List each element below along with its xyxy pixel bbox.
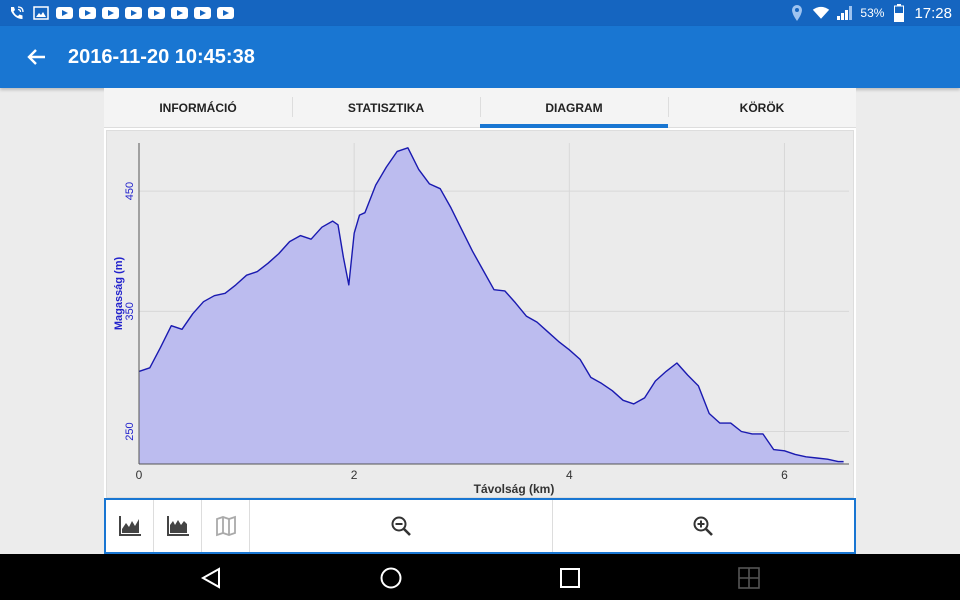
- wifi-icon: [812, 6, 830, 20]
- map-icon: [215, 515, 236, 537]
- tab-label: INFORMÁCIÓ: [159, 100, 237, 115]
- elevation-line: [138, 147, 844, 463]
- x-tick-label: 2: [351, 468, 358, 482]
- youtube-icon: [125, 7, 142, 19]
- x-tick-label: 6: [781, 468, 788, 482]
- chart-toolbar: [104, 498, 856, 554]
- chart-speed-button[interactable]: [106, 500, 154, 552]
- zoom-in-icon: [693, 516, 714, 536]
- notification-icons: [8, 6, 234, 20]
- map-button[interactable]: [202, 500, 250, 552]
- battery-icon: [890, 4, 908, 22]
- elevation-chart-svg: 0 2 4 6 250 350 450 Távolság (km) Magasság (m): [113, 143, 849, 496]
- tab-label: STATISZTIKA: [347, 100, 425, 115]
- recents-nav-button[interactable]: [558, 566, 582, 590]
- tab-label: DIAGRAM: [545, 100, 603, 115]
- y-tick-label: 350: [124, 302, 136, 320]
- chart-elevation-icon: [166, 516, 189, 536]
- y-tick-label: 250: [124, 422, 136, 440]
- status-bar: 53% 17:28: [0, 0, 960, 26]
- y-axis-label: Magasság (m): [113, 256, 125, 330]
- zoom-out-icon: [391, 516, 411, 536]
- phone-wifi-icon: [8, 6, 26, 20]
- zoom-in-button[interactable]: [553, 500, 855, 552]
- elevation-area: [139, 147, 844, 465]
- signal-icon: [836, 6, 854, 20]
- screen-toggle-button[interactable]: [737, 566, 761, 590]
- zoom-out-button[interactable]: [250, 500, 553, 552]
- youtube-icon: [148, 7, 165, 19]
- home-nav-button[interactable]: [379, 566, 403, 590]
- x-axis-label: Távolság (km): [474, 482, 555, 496]
- youtube-icon: [79, 7, 96, 19]
- tab-korok[interactable]: KÖRÖK: [668, 88, 856, 127]
- content-panel: INFORMÁCIÓ STATISZTIKA DIAGRAM KÖRÖK 0 2 4…: [104, 88, 856, 554]
- tab-informacio[interactable]: INFORMÁCIÓ: [104, 88, 292, 127]
- location-icon: [788, 5, 806, 21]
- tab-label: KÖRÖK: [739, 100, 785, 115]
- youtube-icon: [56, 7, 73, 19]
- x-tick-label: 4: [566, 468, 573, 482]
- tab-diagram[interactable]: DIAGRAM: [480, 88, 668, 128]
- youtube-icon: [171, 7, 188, 19]
- home-nav-icon: [380, 567, 402, 589]
- image-icon: [32, 6, 50, 20]
- back-button[interactable]: [24, 44, 50, 70]
- battery-percent: 53%: [860, 6, 885, 20]
- screen-toggle-icon: [738, 567, 760, 589]
- chart-speed-icon: [118, 516, 141, 536]
- back-nav-icon: [200, 567, 220, 589]
- chart-elevation-button[interactable]: [154, 500, 202, 552]
- youtube-icon: [194, 7, 211, 19]
- x-tick-label: 0: [136, 468, 143, 482]
- y-tick-label: 450: [124, 182, 136, 200]
- arrow-left-icon: [27, 49, 45, 65]
- tab-bar: INFORMÁCIÓ STATISZTIKA DIAGRAM KÖRÖK: [104, 88, 856, 128]
- back-nav-button[interactable]: [199, 566, 223, 590]
- clock: 17:28: [914, 4, 952, 22]
- youtube-icon: [102, 7, 119, 19]
- page-title: 2016-11-20 10:45:38: [68, 45, 255, 68]
- navigation-bar: [0, 554, 960, 600]
- recents-nav-icon: [560, 568, 580, 588]
- youtube-icon: [217, 7, 234, 19]
- elevation-chart[interactable]: 0 2 4 6 250 350 450 Távolság (km) Magasság (m): [106, 130, 854, 498]
- tab-statisztika[interactable]: STATISZTIKA: [292, 88, 480, 127]
- app-bar: 2016-11-20 10:45:38: [0, 26, 960, 88]
